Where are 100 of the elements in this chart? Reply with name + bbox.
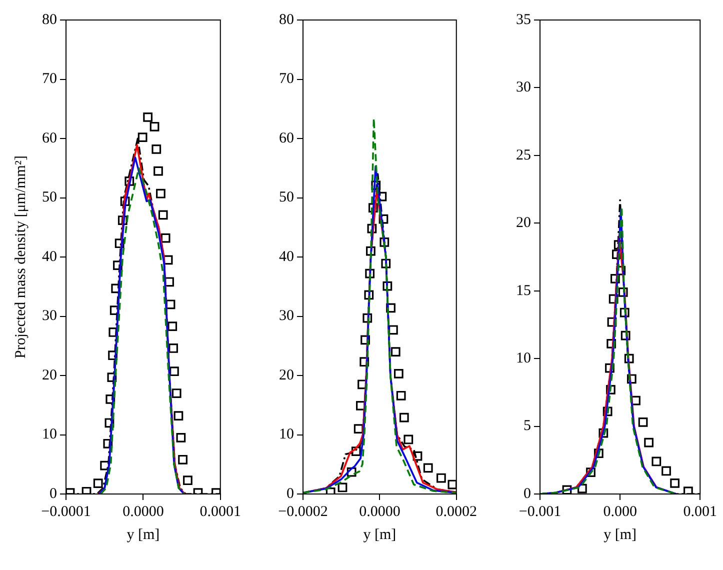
y-tick-label: 0 bbox=[50, 486, 57, 502]
point bbox=[436, 473, 446, 483]
x-tick-label: 0.0001 bbox=[200, 504, 241, 520]
point bbox=[399, 412, 409, 422]
point bbox=[644, 438, 654, 448]
point bbox=[183, 476, 192, 486]
y-tick-label: 50 bbox=[42, 190, 57, 206]
point bbox=[652, 456, 662, 466]
point bbox=[154, 166, 163, 176]
y-tick-label: 70 bbox=[42, 71, 57, 88]
point bbox=[174, 411, 184, 420]
point bbox=[404, 434, 414, 444]
y-tick-label: 20 bbox=[516, 215, 531, 232]
point bbox=[360, 357, 370, 367]
point bbox=[380, 238, 390, 247]
point bbox=[168, 344, 178, 353]
point bbox=[152, 144, 162, 154]
point bbox=[106, 394, 116, 404]
y-axis-title: Projected mass density [μm/mm²] bbox=[12, 156, 29, 358]
point bbox=[618, 288, 628, 297]
point bbox=[662, 466, 671, 476]
point bbox=[104, 418, 114, 428]
point bbox=[103, 438, 113, 448]
point bbox=[396, 390, 406, 400]
point bbox=[606, 385, 616, 394]
y-tick-label: 30 bbox=[42, 308, 57, 324]
point bbox=[606, 338, 616, 348]
point bbox=[82, 486, 92, 494]
y-tick-label: 10 bbox=[516, 350, 531, 367]
y-tick-label: 40 bbox=[279, 248, 294, 265]
point bbox=[150, 122, 160, 132]
point bbox=[631, 396, 640, 406]
point bbox=[100, 460, 110, 470]
x-axis-title: y [m] bbox=[126, 526, 160, 543]
y-tick-label: 20 bbox=[279, 367, 294, 384]
point bbox=[378, 214, 388, 224]
point bbox=[670, 478, 680, 488]
y-tick-label: 50 bbox=[279, 190, 294, 206]
point bbox=[164, 277, 174, 287]
point bbox=[366, 246, 376, 256]
point bbox=[423, 463, 433, 473]
point bbox=[626, 374, 636, 384]
point bbox=[586, 468, 596, 478]
point bbox=[638, 418, 648, 427]
point bbox=[365, 268, 375, 278]
point bbox=[412, 451, 422, 461]
y-tick-label: 30 bbox=[516, 80, 531, 96]
y-tick-label: 15 bbox=[516, 282, 531, 299]
y-tick-label: 60 bbox=[42, 130, 57, 146]
x-axis-title: y [m] bbox=[363, 526, 396, 543]
point bbox=[394, 369, 404, 378]
point bbox=[602, 406, 612, 416]
point bbox=[371, 180, 381, 190]
point bbox=[166, 300, 176, 310]
point bbox=[158, 210, 168, 220]
point bbox=[367, 224, 377, 234]
x-tick-label: 0.0002 bbox=[436, 504, 477, 520]
point bbox=[620, 308, 630, 318]
point bbox=[168, 322, 178, 332]
point bbox=[338, 482, 348, 492]
y-tick-label: 80 bbox=[279, 12, 294, 28]
point bbox=[172, 388, 182, 398]
x-tick-label: 0.000 bbox=[603, 504, 637, 520]
point bbox=[346, 467, 356, 477]
point bbox=[381, 258, 391, 268]
point bbox=[163, 255, 173, 265]
point bbox=[354, 424, 364, 434]
point bbox=[108, 350, 118, 360]
point bbox=[562, 485, 572, 494]
point bbox=[114, 238, 124, 248]
point bbox=[360, 335, 370, 345]
point bbox=[178, 454, 188, 464]
point bbox=[118, 216, 128, 225]
point bbox=[608, 294, 618, 304]
point bbox=[448, 480, 456, 490]
y-tick-label: 30 bbox=[279, 308, 294, 324]
point bbox=[382, 281, 392, 291]
x-tick-label: 0.001 bbox=[683, 504, 717, 520]
point bbox=[362, 313, 372, 323]
point bbox=[386, 303, 396, 313]
point bbox=[170, 366, 179, 376]
x-axis-title: y [m] bbox=[604, 526, 637, 543]
point bbox=[684, 486, 693, 494]
point bbox=[111, 284, 121, 294]
point bbox=[156, 188, 166, 198]
point bbox=[605, 363, 614, 373]
x-tick-label: −0.001 bbox=[518, 504, 562, 520]
x-tick-label: 0.0000 bbox=[359, 504, 400, 520]
point bbox=[612, 250, 622, 259]
x-tick-label: 0.0000 bbox=[122, 504, 164, 520]
y-tick-label: 70 bbox=[279, 71, 294, 88]
y-tick-label: 60 bbox=[279, 130, 294, 146]
point bbox=[388, 325, 398, 335]
y-tick-label: 0 bbox=[524, 486, 531, 502]
point bbox=[138, 132, 148, 142]
point bbox=[93, 478, 103, 488]
point bbox=[110, 306, 120, 316]
point bbox=[610, 274, 620, 284]
point bbox=[364, 290, 374, 300]
point bbox=[351, 446, 361, 456]
